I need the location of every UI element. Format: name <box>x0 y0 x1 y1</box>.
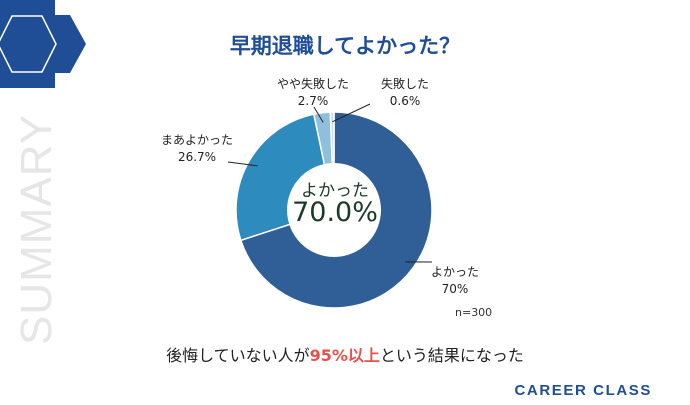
label-yokatta-name: よかった <box>430 265 479 279</box>
label-shippai-value: 0.6% <box>389 94 421 108</box>
label-maa-yokatta: まあよかった 26.7% <box>152 132 242 166</box>
donut-hole <box>287 163 381 257</box>
chart-title: 早期退職してよかった？ <box>229 34 461 58</box>
label-maa-yokatta-name: まあよかった <box>160 133 233 147</box>
corner-hexagon-logo <box>0 0 86 88</box>
summary-text: 後悔していない人が95%以上という結果になった <box>0 342 690 366</box>
label-yaya-shippai: やや失敗した 2.7% <box>268 76 358 110</box>
label-shippai-name: 失敗した <box>380 77 429 91</box>
summary-highlight: 95%以上 <box>309 346 380 365</box>
label-yaya-shippai-name: やや失敗した <box>276 77 349 91</box>
leader-line <box>227 161 258 167</box>
label-yokatta: よかった 70% <box>425 264 485 298</box>
label-yaya-shippai-value: 2.7% <box>297 94 329 108</box>
leader-line <box>313 106 324 123</box>
sample-size-note: n=300 <box>455 306 493 319</box>
summary-post: という結果になった <box>379 346 524 365</box>
center-value: 70.0% <box>292 197 378 228</box>
label-shippai: 失敗した 0.6% <box>370 76 440 110</box>
leader-line <box>332 103 371 123</box>
summary-pre: 後悔していない人が <box>166 346 310 365</box>
label-maa-yokatta-value: 26.7% <box>177 150 217 164</box>
center-label: よかった <box>301 181 369 201</box>
brand-logo-text: CAREER CLASS <box>514 382 652 399</box>
label-yokatta-value: 70% <box>441 282 469 296</box>
